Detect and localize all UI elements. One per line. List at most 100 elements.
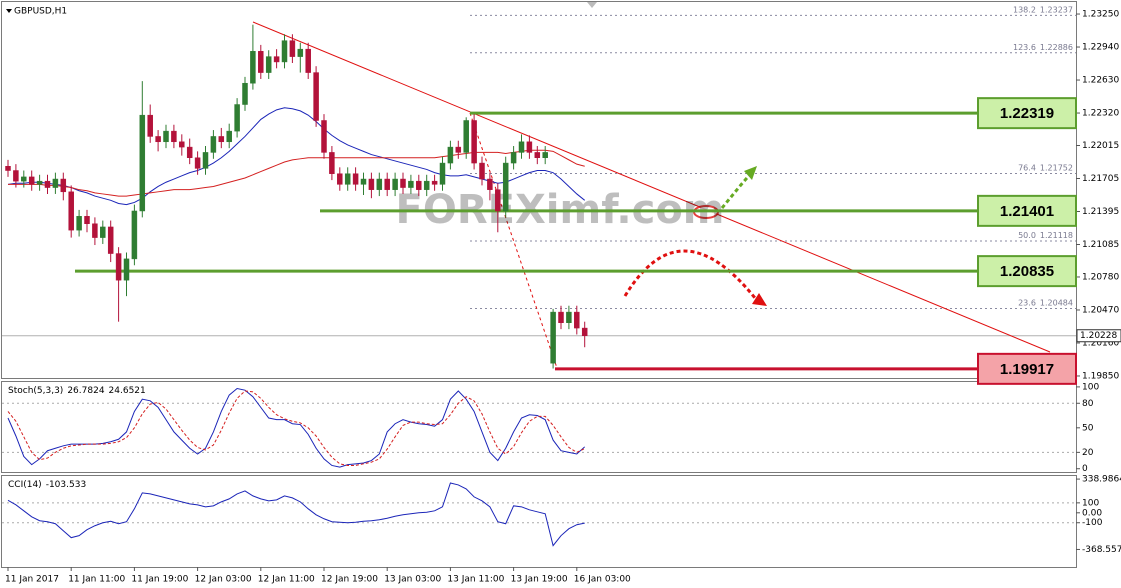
x-tick-label: 13 Jan 19:00 bbox=[511, 575, 568, 585]
x-tick-label: 12 Jan 19:00 bbox=[321, 575, 378, 585]
candle-body bbox=[281, 40, 288, 63]
y-tick-label: 100 bbox=[1082, 498, 1099, 508]
fib-label: 23.6 1.20484 bbox=[1018, 298, 1073, 307]
candle-body bbox=[28, 176, 35, 185]
symbol-marker bbox=[6, 9, 12, 13]
y-tick-label: 1.19850 bbox=[1082, 371, 1119, 381]
y-tick-label: 1.21085 bbox=[1082, 240, 1119, 250]
x-tick-label: 12 Jan 11:00 bbox=[258, 575, 315, 585]
candle-body bbox=[416, 180, 422, 190]
candle-body bbox=[100, 226, 106, 238]
y-tick-label: 1.22015 bbox=[1082, 141, 1119, 151]
indicator-line bbox=[7, 390, 585, 466]
y-tick-label: 1.22320 bbox=[1082, 109, 1119, 119]
candle-body bbox=[534, 152, 541, 158]
chart-title: GBPUSD,H1 bbox=[14, 7, 67, 17]
y-tick-label: 0 bbox=[1082, 464, 1088, 474]
y-tick-label: 1.20160 bbox=[1082, 338, 1119, 348]
candle-body bbox=[542, 152, 548, 158]
candle-body bbox=[242, 82, 248, 105]
fib-label: 50.0 1.21118 bbox=[1018, 230, 1073, 239]
x-tick-label: 11 Jan 19:00 bbox=[131, 575, 188, 585]
y-tick-label: -368.5578 bbox=[1082, 545, 1121, 555]
fib-label: 76.4 1.21752 bbox=[1018, 163, 1073, 172]
down-arrow-head bbox=[752, 293, 767, 306]
fib-ratio: 138.2 bbox=[1013, 5, 1036, 14]
pane-title: CCI(14) -103.533 bbox=[8, 480, 86, 490]
candle-body bbox=[218, 136, 225, 143]
candle-body bbox=[510, 152, 517, 164]
candle-body bbox=[131, 210, 138, 260]
candle-body bbox=[321, 120, 327, 153]
candle-body bbox=[258, 51, 264, 73]
candle-body bbox=[408, 180, 414, 188]
candle-body bbox=[186, 146, 193, 158]
candle-body bbox=[68, 191, 74, 231]
candle-body bbox=[155, 136, 161, 143]
candle-body bbox=[36, 180, 43, 185]
y-tick-label: 1.21705 bbox=[1082, 174, 1119, 184]
moving-average bbox=[8, 149, 585, 197]
fib-ratio: 50.0 bbox=[1018, 230, 1036, 239]
candle-body bbox=[471, 120, 477, 164]
indicator-line bbox=[7, 388, 586, 468]
candle-body bbox=[439, 162, 446, 185]
up-arrow bbox=[720, 171, 754, 209]
fib-price: 1.23237 bbox=[1040, 5, 1073, 14]
fib-ratio: 76.4 bbox=[1018, 163, 1036, 172]
level-label: 1.21401 bbox=[1000, 203, 1054, 220]
candle-body bbox=[495, 189, 501, 212]
candle-body bbox=[250, 51, 256, 84]
level-label: 1.20835 bbox=[1000, 263, 1054, 280]
candle-body bbox=[123, 258, 130, 281]
candle-body bbox=[115, 253, 122, 281]
level-label: 1.19917 bbox=[1000, 361, 1054, 378]
candle-body bbox=[502, 162, 509, 212]
pane-title-value: -103.533 bbox=[46, 480, 86, 490]
up-arrow-head bbox=[744, 166, 757, 180]
candle-body bbox=[147, 114, 153, 137]
candle-body bbox=[360, 178, 367, 185]
candle-body bbox=[21, 176, 27, 182]
main-pane bbox=[1, 1, 1077, 379]
current-price-label: 1.20228 bbox=[1080, 331, 1117, 341]
candle-body bbox=[344, 173, 351, 185]
fib-label: 138.2 1.23237 bbox=[1013, 5, 1073, 14]
fib-price: 1.20484 bbox=[1040, 298, 1073, 307]
candle-body bbox=[289, 40, 296, 57]
y-tick-label: 0.00 bbox=[1082, 508, 1102, 518]
pane-title-value: 26.7824 bbox=[67, 386, 104, 396]
y-tick-label: 1.22630 bbox=[1082, 76, 1119, 86]
y-tick-label: 100 bbox=[1082, 382, 1099, 392]
candle-body bbox=[202, 152, 209, 169]
candle-body bbox=[139, 114, 146, 212]
candle-body bbox=[107, 226, 114, 254]
candle-body bbox=[179, 141, 185, 148]
candle-body bbox=[558, 311, 564, 323]
x-tick-label: 11 Jan 2017 bbox=[5, 575, 59, 585]
candle-body bbox=[313, 72, 319, 121]
candle-body bbox=[368, 178, 375, 190]
y-tick-label: 1.20780 bbox=[1082, 272, 1119, 282]
indicator-line bbox=[7, 482, 585, 547]
pane-title: Stoch(5,3,3) 26.7824 24.6521 bbox=[8, 386, 146, 396]
candle-body bbox=[447, 146, 454, 164]
candle-body bbox=[44, 180, 51, 188]
candle-body bbox=[352, 173, 359, 185]
level-box bbox=[977, 97, 1077, 130]
fib-base-line bbox=[469, 112, 558, 369]
candle-body bbox=[376, 178, 383, 190]
candle-body bbox=[581, 327, 588, 336]
candle-body bbox=[171, 130, 177, 143]
y-tick-label: 338.9864 bbox=[1082, 475, 1121, 485]
candle-body bbox=[518, 141, 525, 153]
y-tick-label: -100 bbox=[1082, 518, 1103, 528]
trend-line bbox=[252, 21, 1051, 353]
candle-body bbox=[84, 216, 90, 224]
candle-body bbox=[463, 120, 469, 153]
candle-body bbox=[265, 56, 272, 73]
x-tick-label: 16 Jan 03:00 bbox=[574, 575, 631, 585]
cci-pane bbox=[1, 475, 1077, 568]
